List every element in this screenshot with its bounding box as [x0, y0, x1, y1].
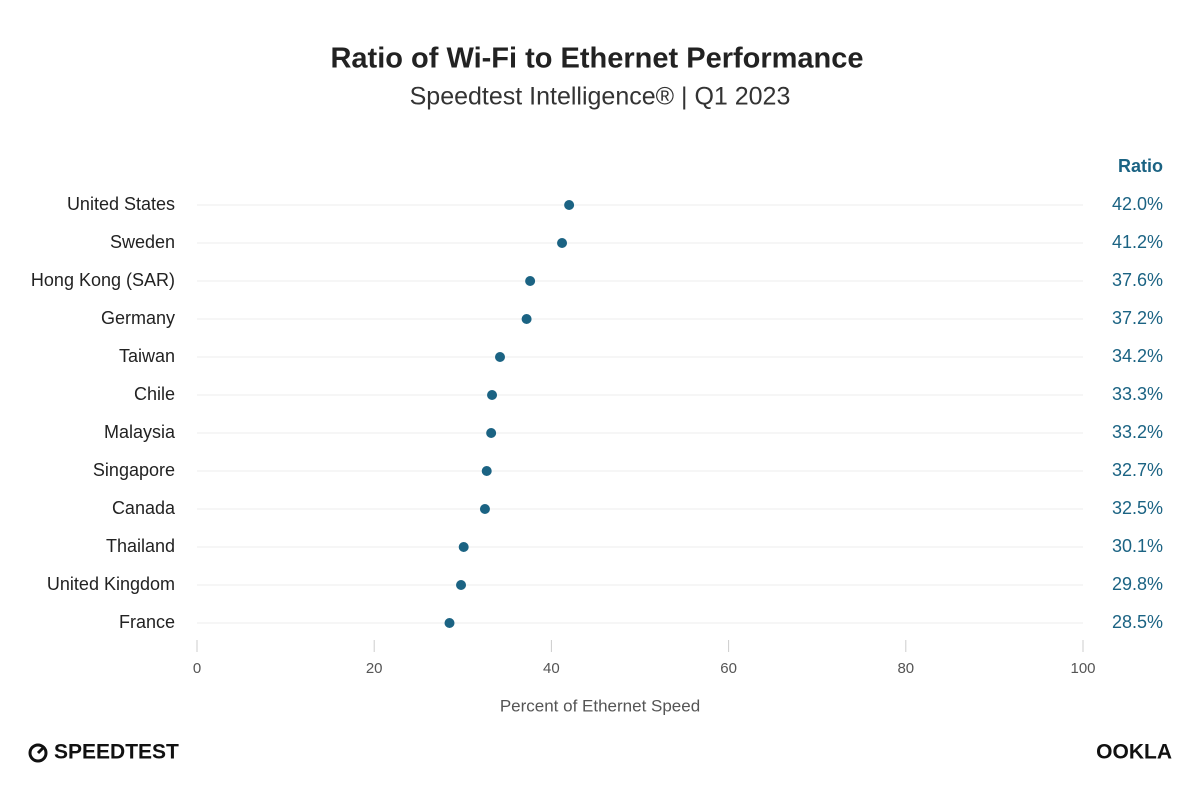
category-label: Sweden	[110, 232, 175, 252]
dot	[525, 276, 536, 286]
dot	[487, 390, 498, 400]
logo-text: SPEEDTEST	[54, 741, 179, 764]
dot	[557, 238, 568, 248]
logo-text: OOKLA	[1096, 741, 1172, 764]
value-label: 28.5%	[1112, 612, 1163, 632]
column-header: Ratio	[1118, 156, 1163, 176]
chart-title: Ratio of Wi-Fi to Ethernet Performance	[330, 43, 863, 75]
category-label: Taiwan	[119, 346, 175, 366]
dot	[564, 200, 575, 210]
dot	[444, 618, 455, 628]
x-tick-label: 0	[193, 660, 201, 677]
x-axis-label: Percent of Ethernet Speed	[500, 696, 700, 715]
value-label: 29.8%	[1112, 574, 1163, 594]
value-label: 37.2%	[1112, 308, 1163, 328]
category-label: Canada	[112, 498, 176, 518]
dot	[486, 428, 497, 438]
category-label: France	[119, 612, 175, 632]
chart-subtitle: Speedtest Intelligence® | Q1 2023	[410, 83, 791, 111]
value-label: 32.5%	[1112, 498, 1163, 518]
value-label: 42.0%	[1112, 194, 1163, 214]
logo-icon	[28, 743, 48, 763]
value-label: 34.2%	[1112, 346, 1163, 366]
value-label: 32.7%	[1112, 460, 1163, 480]
value-label: 41.2%	[1112, 232, 1163, 252]
dot	[521, 314, 532, 324]
value-label: 33.2%	[1112, 422, 1163, 442]
x-tick-label: 20	[366, 660, 383, 677]
dot	[456, 580, 467, 590]
category-label: Chile	[134, 384, 175, 404]
dot	[495, 352, 506, 362]
x-tick-label: 80	[897, 660, 914, 677]
category-label: United Kingdom	[47, 574, 175, 594]
category-label: Germany	[101, 308, 175, 328]
x-tick-label: 40	[543, 660, 560, 677]
logo-icon	[36, 746, 45, 755]
dot	[458, 542, 469, 552]
category-label: United States	[67, 194, 175, 214]
value-label: 33.3%	[1112, 384, 1163, 404]
category-label: Thailand	[106, 536, 175, 556]
value-label: 30.1%	[1112, 536, 1163, 556]
category-label: Malaysia	[104, 422, 176, 442]
dot	[479, 504, 490, 514]
x-tick-label: 60	[720, 660, 737, 677]
category-label: Hong Kong (SAR)	[31, 270, 175, 290]
dot	[481, 466, 492, 476]
category-label: Singapore	[93, 460, 175, 480]
value-label: 37.6%	[1112, 270, 1163, 290]
x-tick-label: 100	[1070, 660, 1095, 677]
speedtest-logo: SPEEDTEST	[28, 741, 179, 764]
